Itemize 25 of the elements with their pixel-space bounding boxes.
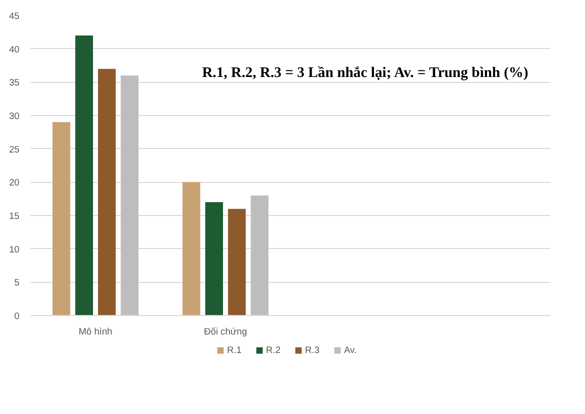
y-tick-label: 30 [9,111,20,121]
y-tick-label: 15 [9,211,20,221]
bar [120,76,138,316]
annotation: R.1, R.2, R.3 = 3 Lần nhắc lại; Av. = Trung bình (%) [202,64,528,81]
bar [182,182,200,316]
y-tick-label: 25 [9,144,20,154]
bar [250,196,268,316]
x-tick-label: Đối chứng [204,326,248,336]
y-tick-label: 20 [9,178,20,188]
y-tick-label: 40 [9,44,20,54]
bar [228,208,246,316]
bar [52,122,70,316]
y-tick-label: 10 [9,244,20,254]
y-tick-label: 5 [14,278,20,288]
bar [205,202,223,316]
legend-label: R.3 [305,345,321,355]
legend-label: Av. [344,345,358,355]
bar [98,68,116,316]
y-tick-label: 45 [9,11,20,21]
legend-label: R.1 [227,345,243,355]
bar [75,36,93,316]
legend-label: R.2 [266,345,282,355]
x-tick-label: Mô hình [78,326,112,336]
y-tick-label: 35 [9,78,20,88]
y-tick-label: 0 [14,311,20,321]
